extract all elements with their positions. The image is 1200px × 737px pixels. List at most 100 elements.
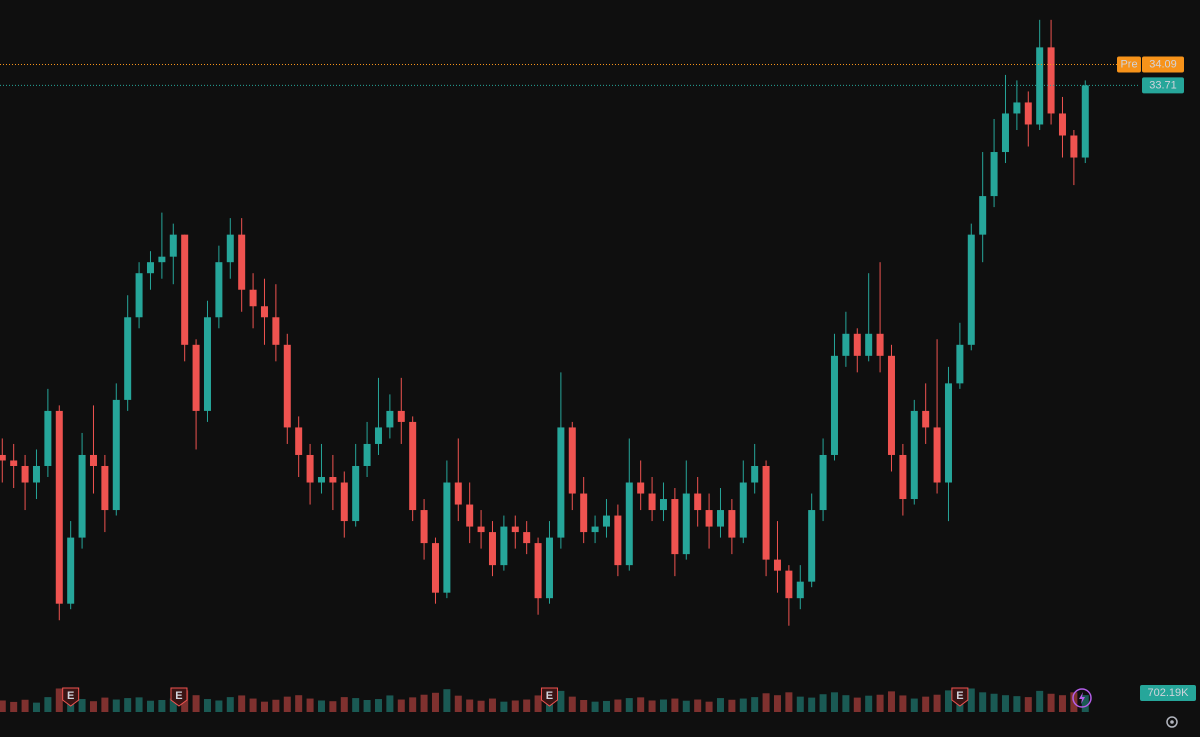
- volume-bar: [967, 688, 975, 712]
- volume-bar: [203, 699, 211, 712]
- volume-bar: [1001, 695, 1009, 712]
- settings-icon[interactable]: [1166, 716, 1178, 728]
- volume-bar: [751, 697, 759, 712]
- volume-bar: [488, 698, 496, 712]
- candle-body: [1013, 102, 1021, 114]
- volume-bar: [454, 695, 462, 712]
- last-price-box: [1142, 77, 1184, 94]
- candle-body: [272, 317, 280, 345]
- earnings-label: E: [175, 690, 182, 702]
- candle-body: [967, 234, 975, 345]
- volume-bar: [374, 699, 382, 712]
- candle-body: [329, 477, 337, 483]
- volume-bar: [1036, 690, 1044, 712]
- volume-bar: [739, 698, 747, 712]
- candle-body: [922, 410, 930, 428]
- volume-bar: [249, 698, 257, 712]
- candle-body: [705, 510, 713, 527]
- pre-price-box: [1142, 56, 1184, 73]
- candle-body: [78, 454, 86, 538]
- candle-body: [614, 515, 622, 566]
- candle-body: [910, 410, 918, 500]
- candle-body: [511, 526, 519, 533]
- candle-body: [944, 383, 952, 483]
- volume-bar: [990, 693, 998, 712]
- candle-body: [431, 543, 439, 593]
- volume-bar: [865, 695, 873, 712]
- candle-body: [751, 465, 759, 483]
- volume-bar: [796, 696, 804, 712]
- volume-bar: [260, 701, 268, 712]
- candle-body: [340, 482, 348, 522]
- candle-body: [808, 510, 816, 582]
- volume-bar: [830, 692, 838, 712]
- candle-body: [374, 427, 382, 444]
- candle-body: [135, 273, 143, 318]
- volume-bar: [295, 695, 303, 712]
- volume-bar: [192, 695, 200, 712]
- candle-body: [773, 559, 781, 571]
- candle-body: [215, 262, 223, 318]
- candle-body: [158, 256, 166, 263]
- volume-bar: [112, 699, 120, 712]
- candle-body: [990, 152, 998, 197]
- candle-body: [352, 465, 360, 522]
- volume-bar: [1013, 696, 1021, 712]
- volume-bar: [842, 695, 850, 712]
- volume-bar: [910, 698, 918, 712]
- volume-bar: [21, 699, 29, 712]
- volume-bar: [876, 694, 884, 712]
- volume-bar: [397, 699, 405, 712]
- candle-body: [192, 344, 200, 411]
- volume-bar: [648, 700, 656, 712]
- volume-bar: [523, 699, 531, 712]
- volume-bar: [1081, 695, 1089, 712]
- volume-bar: [272, 699, 280, 712]
- volume-label: 702.19K: [1148, 687, 1190, 699]
- volume-bar: [443, 689, 451, 712]
- volume-bar: [466, 699, 474, 712]
- volume-bar: [580, 700, 588, 712]
- candle-body: [55, 410, 63, 604]
- earnings-label: E: [956, 690, 963, 702]
- candle-body: [648, 493, 656, 511]
- candle-body: [21, 465, 29, 483]
- candle-body: [899, 454, 907, 500]
- candle-body: [523, 532, 531, 544]
- candle-body: [1058, 113, 1066, 136]
- volume-bar: [32, 702, 40, 712]
- volume-bar: [101, 697, 109, 712]
- earnings-label: E: [546, 690, 553, 702]
- candle-body: [488, 532, 496, 566]
- candle-body: [112, 399, 120, 511]
- candle-body: [363, 443, 371, 466]
- pre-label-box: [1117, 56, 1141, 73]
- volume-bar: [773, 695, 781, 712]
- candle-body: [89, 454, 97, 466]
- volume-bar: [671, 698, 679, 712]
- candle-body: [853, 333, 861, 356]
- candle-body: [67, 537, 75, 604]
- volume-bar: [922, 696, 930, 712]
- candle-body: [591, 526, 599, 533]
- candle-body: [1036, 47, 1044, 125]
- volume-bar: [568, 696, 576, 712]
- candle-body: [397, 410, 405, 422]
- volume-bar: [591, 701, 599, 712]
- volume-bar: [511, 700, 519, 712]
- volume-bar: [819, 694, 827, 712]
- candle-body: [876, 333, 884, 356]
- lightning-icon[interactable]: [1072, 688, 1092, 708]
- candle-body: [1047, 47, 1055, 114]
- candle-body: [762, 465, 770, 560]
- volume-bar: [158, 700, 166, 712]
- candle-body: [1024, 102, 1032, 125]
- volume-bar: [762, 693, 770, 712]
- candle-body: [226, 234, 234, 263]
- candle-body: [545, 537, 553, 599]
- volume-bar: [1024, 697, 1032, 712]
- candle-body: [500, 526, 508, 566]
- candle-body: [842, 333, 850, 356]
- candle-body: [671, 499, 679, 555]
